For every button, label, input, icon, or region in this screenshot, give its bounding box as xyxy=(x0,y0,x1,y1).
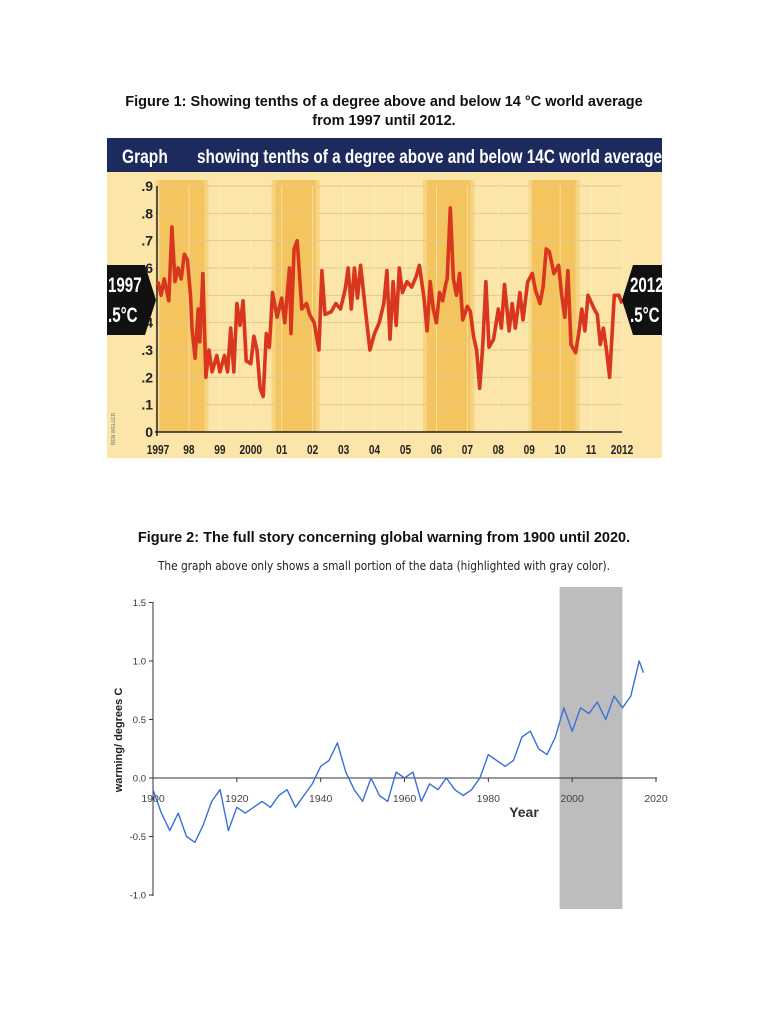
y-tick-label: 1.5 xyxy=(133,598,146,609)
highlight-band xyxy=(159,180,205,432)
x-tick-label: 98 xyxy=(183,443,195,457)
x-tick-label: 1960 xyxy=(393,793,417,805)
chart-title: showing tenths of a degree above and bel… xyxy=(197,147,662,168)
left-marker-value: .5°C xyxy=(108,302,138,326)
x-tick-label: 1920 xyxy=(225,793,249,805)
left-marker xyxy=(107,265,156,335)
x-tick-label: 04 xyxy=(369,443,381,457)
y-tick-label: -1.0 xyxy=(130,891,146,902)
x-tick-label: 2020 xyxy=(644,793,668,805)
x-tick-label: 07 xyxy=(462,443,473,457)
x-tick-label: 2000 xyxy=(240,443,263,457)
x-tick-label: 2000 xyxy=(560,793,584,805)
y-tick-label: 1.0 xyxy=(133,657,146,668)
x-tick-label: 1997 xyxy=(147,443,170,457)
x-tick-label: 01 xyxy=(276,443,288,457)
credit: BEN WELLER xyxy=(111,412,117,445)
right-marker-value: .5°C xyxy=(630,302,660,326)
x-axis-label: Year xyxy=(509,804,539,820)
y-axis-label: warming/ degrees C xyxy=(113,688,125,794)
y-tick-label: .6 xyxy=(141,260,153,276)
y-tick-label: .9 xyxy=(141,178,153,194)
x-tick-label: 99 xyxy=(214,443,226,457)
header-word: Graph xyxy=(122,146,168,168)
temperature-line xyxy=(156,206,624,399)
x-tick-label: 10 xyxy=(555,443,566,457)
y-tick-label: .1 xyxy=(141,397,153,413)
x-tick-label: 06 xyxy=(431,443,443,457)
x-tick-label: 1940 xyxy=(309,793,333,805)
x-tick-label: 02 xyxy=(307,443,319,457)
y-tick-label: -0.5 xyxy=(130,832,146,843)
right-marker xyxy=(622,265,662,335)
x-tick-label: 03 xyxy=(338,443,350,457)
x-tick-label: 08 xyxy=(493,443,505,457)
y-tick-label: 0.0 xyxy=(133,774,146,785)
y-tick-label: .2 xyxy=(141,369,153,385)
y-tick-label: 0.5 xyxy=(133,715,146,726)
x-tick-label: 2012 xyxy=(611,443,634,457)
highlight-band xyxy=(559,587,623,909)
x-tick-label: 05 xyxy=(400,443,412,457)
x-tick-label: 1980 xyxy=(477,793,501,805)
figure2-caption: Figure 2: The full story concerning glob… xyxy=(137,530,631,546)
x-tick-label: 1900 xyxy=(141,793,165,805)
y-tick-label: .7 xyxy=(141,233,153,249)
left-marker-year: 1997 xyxy=(108,272,142,296)
figure2-subcaption: The graph above only shows a small porti… xyxy=(157,559,611,573)
warming-line xyxy=(152,660,645,844)
y-tick-label: .8 xyxy=(141,205,153,221)
y-tick-label: .3 xyxy=(141,342,153,358)
right-marker-year: 2012 xyxy=(630,272,664,296)
figure1-caption-line2: from 1997 until 2012. xyxy=(312,113,456,129)
figure1-caption-line1: Figure 1: Showing tenths of a degree abo… xyxy=(125,94,643,110)
header-band xyxy=(107,138,662,172)
x-tick-label: 09 xyxy=(524,443,536,457)
y-tick-label: 0 xyxy=(145,424,153,440)
x-tick-label: 11 xyxy=(586,443,597,457)
